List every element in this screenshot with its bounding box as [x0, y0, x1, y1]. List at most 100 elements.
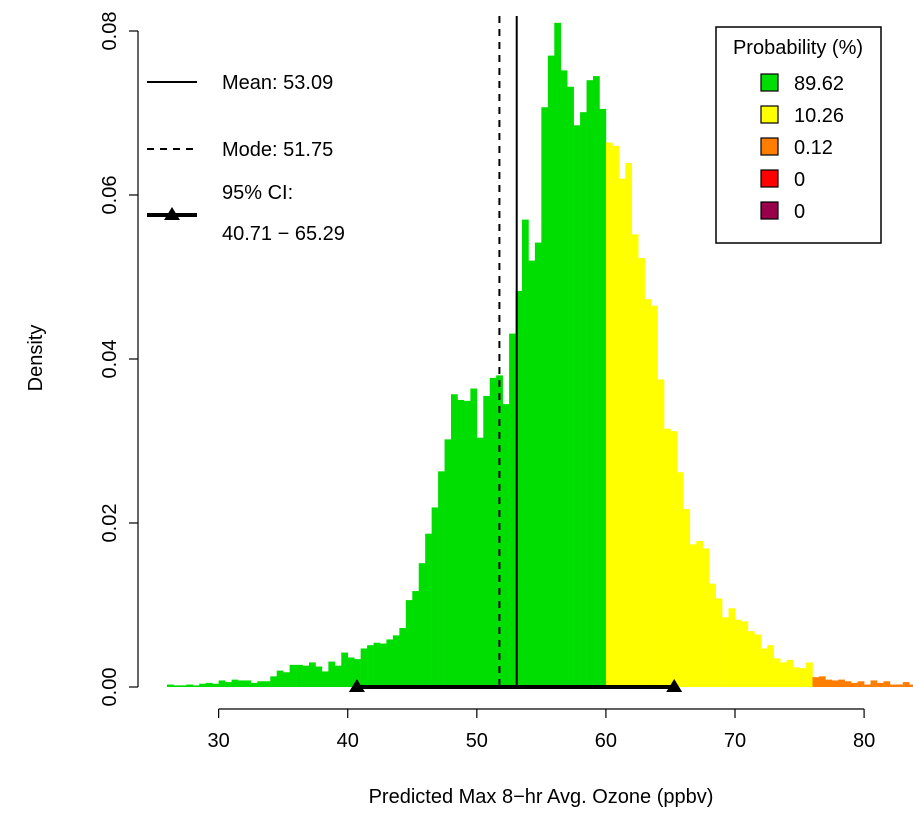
histogram-bar — [522, 219, 529, 687]
histogram-bar — [735, 619, 742, 687]
histogram-bar — [599, 108, 607, 687]
histogram-bar — [793, 667, 800, 687]
histogram-bar — [463, 400, 471, 687]
x-axis-label: Predicted Max 8−hr Avg. Ozone (ppbv) — [369, 786, 714, 808]
histogram-bar — [257, 681, 265, 687]
ci-legend-marker — [164, 207, 180, 220]
histogram-bar — [341, 652, 349, 687]
x-tick-label: 80 — [853, 730, 875, 752]
histogram-bar — [657, 379, 665, 687]
histogram-bar — [380, 643, 387, 687]
histogram-bar — [857, 681, 865, 687]
x-tick-label: 40 — [337, 730, 359, 752]
histogram-bar — [470, 388, 478, 687]
x-tick-label: 60 — [595, 730, 617, 752]
histogram-bar — [373, 642, 381, 687]
histogram-bar — [386, 639, 394, 687]
histogram-bar — [515, 290, 523, 687]
histogram-bar — [405, 600, 413, 687]
histogram-bar — [179, 685, 187, 687]
histogram-bar — [780, 662, 787, 687]
y-axis: 0.00 0.02 0.04 0.06 0.08 — [99, 12, 139, 707]
legend-item-label: 89.62 — [794, 73, 844, 95]
histogram-bar — [580, 112, 587, 688]
y-tick-label: 0.02 — [99, 504, 121, 543]
probability-legend-title: Probability (%) — [733, 37, 863, 59]
histogram-bar — [438, 471, 445, 687]
histogram-bar — [747, 631, 755, 687]
histogram-bar — [289, 664, 297, 687]
histogram-bar — [334, 665, 342, 687]
ci-legend-label-2: 40.71 − 65.29 — [222, 223, 345, 245]
mode-legend-label: Mode: 51.75 — [222, 139, 333, 161]
histogram-bar — [205, 682, 213, 687]
histogram-bar — [328, 661, 336, 687]
histogram-bar — [199, 683, 207, 687]
histogram-bar — [618, 178, 626, 687]
legend-swatch — [760, 137, 779, 156]
probability-legend-box — [715, 26, 882, 244]
histogram-bar — [547, 55, 555, 688]
x-tick-label: 70 — [724, 730, 746, 752]
histogram-bar — [250, 682, 258, 687]
histogram-bar — [425, 533, 432, 687]
histogram-bar — [444, 439, 452, 687]
histogram-bar — [644, 299, 652, 687]
histogram-bar — [786, 659, 794, 687]
histogram-bars — [167, 22, 913, 688]
left-legend: Mean: 53.09 Mode: 51.75 95% CI: 40.71 − … — [147, 72, 345, 245]
histogram-bar — [567, 86, 574, 687]
histogram-bar — [683, 509, 691, 687]
histogram-bar — [676, 472, 684, 687]
legend-item-label: 10.26 — [794, 105, 844, 127]
histogram-bar — [496, 375, 503, 687]
histogram-bar — [883, 681, 891, 687]
right-legend: Probability (%) 89.62 10.26 0.12 0 0 — [715, 26, 882, 244]
histogram-bar — [715, 598, 723, 687]
legend-swatch — [760, 169, 779, 188]
y-tick-label: 0.00 — [99, 668, 121, 707]
histogram-bar — [754, 634, 762, 687]
histogram-bar — [818, 676, 826, 687]
histogram-bar — [347, 657, 355, 687]
y-tick-label: 0.06 — [99, 176, 121, 215]
histogram-bar — [651, 305, 658, 687]
histogram-bar — [399, 627, 407, 687]
histogram-bar — [321, 671, 329, 687]
histogram-bar — [851, 682, 858, 687]
histogram-bar — [431, 507, 439, 687]
histogram-bar — [296, 664, 303, 687]
histogram-bar — [741, 621, 749, 687]
histogram-bar — [612, 145, 620, 688]
x-tick-label: 30 — [208, 730, 230, 752]
histogram-bar — [418, 563, 426, 687]
histogram-bar — [270, 676, 278, 687]
histogram-bar — [722, 617, 729, 687]
histogram-bar — [728, 608, 736, 687]
histogram-bar — [315, 666, 323, 687]
legend-swatch — [760, 105, 779, 124]
legend-item-label: 0 — [794, 169, 805, 191]
y-tick-label: 0.08 — [99, 12, 121, 51]
histogram-bar — [276, 670, 284, 687]
histogram-bar — [864, 684, 871, 687]
histogram-bar — [560, 70, 568, 688]
histogram-bar — [799, 668, 807, 687]
histogram-bar — [593, 76, 600, 688]
histogram-bar — [192, 685, 200, 687]
histogram-bar — [806, 662, 813, 687]
histogram-bar — [367, 645, 374, 687]
histogram-bar — [838, 679, 846, 687]
ci-lower-marker — [348, 679, 365, 692]
histogram-bar — [831, 680, 839, 687]
histogram-bar — [412, 591, 420, 687]
histogram-bar — [605, 142, 613, 687]
probability-legend-items: 89.62 10.26 0.12 0 0 — [760, 73, 844, 223]
histogram-bar — [186, 684, 194, 687]
histogram-bar — [309, 662, 316, 687]
histogram-bar — [870, 680, 878, 687]
y-axis-label: Density — [25, 325, 47, 392]
ci-upper-marker — [666, 679, 683, 692]
histogram-bar — [483, 395, 491, 687]
